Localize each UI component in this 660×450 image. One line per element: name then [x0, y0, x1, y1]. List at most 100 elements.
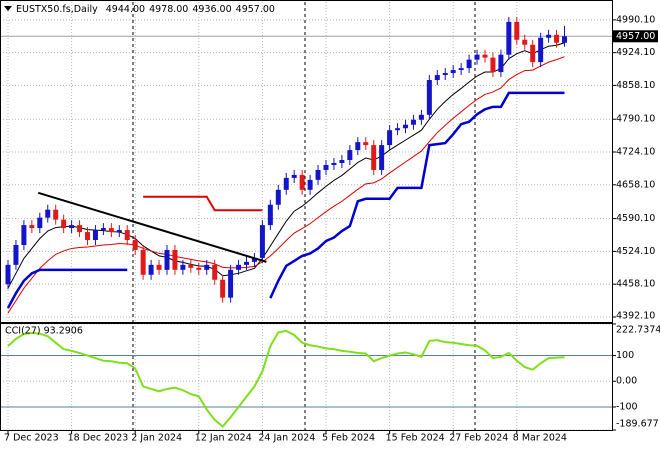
- candle-body: [379, 145, 385, 170]
- candle-body: [466, 59, 472, 69]
- candle-body: [220, 279, 226, 298]
- candle-body: [299, 174, 305, 190]
- x-tick-label: 24 Jan 2024: [258, 433, 315, 444]
- candle-body: [450, 70, 456, 74]
- candle-body: [546, 34, 552, 38]
- candle-body: [347, 150, 353, 161]
- indicator-line: [6, 268, 128, 309]
- candle-body: [283, 177, 289, 190]
- header-text: 4978.00: [149, 4, 188, 15]
- last-price-box: [612, 30, 658, 43]
- y-tick-label: 0.00: [616, 376, 637, 387]
- y-tick-label: 4458.10: [616, 279, 655, 290]
- indicator-line: [7, 56, 565, 314]
- candle-body: [291, 174, 297, 178]
- candle-body: [5, 264, 11, 285]
- candle-body: [267, 204, 273, 226]
- x-tick-label: 27 Feb 2024: [449, 433, 508, 444]
- candle-body: [514, 21, 520, 40]
- last-price-label: 4957.00: [616, 31, 655, 42]
- cci-frame: [0, 323, 613, 431]
- y-tick-label: -189.6771: [616, 419, 660, 430]
- candle-body: [188, 264, 194, 268]
- candle-body: [554, 34, 560, 43]
- candle-body: [506, 21, 512, 55]
- candle-body: [307, 179, 313, 190]
- candle-body: [410, 119, 416, 125]
- candle-body: [474, 54, 480, 60]
- candle-body: [259, 225, 265, 258]
- y-tick-label: 4524.10: [616, 246, 655, 257]
- candle-body: [530, 44, 536, 63]
- candle-body: [29, 225, 35, 229]
- candle-body: [275, 189, 281, 205]
- candle-body: [156, 264, 162, 270]
- candle-body: [418, 114, 424, 120]
- y-tick-label: 222.7374: [616, 325, 660, 336]
- candle-body: [196, 267, 202, 270]
- candle-body: [108, 228, 114, 233]
- candle-body: [339, 160, 345, 163]
- main-frame: [0, 0, 613, 323]
- candle-body: [498, 54, 504, 73]
- candle-body: [116, 230, 122, 233]
- candle-body: [442, 73, 448, 76]
- candle-body: [395, 128, 401, 131]
- candle-body: [61, 219, 67, 229]
- candle-body: [355, 142, 361, 151]
- header-text: 4936.00: [192, 4, 231, 15]
- indicator-line: [7, 42, 565, 289]
- cci-line: [7, 329, 565, 428]
- x-tick-label: 8 Mar 2024: [513, 433, 567, 444]
- candle-body: [13, 244, 19, 265]
- candle-body: [538, 37, 544, 63]
- candle-body: [403, 124, 408, 129]
- candle-body: [172, 249, 178, 270]
- candle-body: [164, 249, 170, 270]
- header-text: 4957.00: [236, 4, 275, 15]
- candle-body: [323, 164, 329, 170]
- x-tick-label: 5 Feb 2024: [322, 433, 375, 444]
- y-tick-label: 4724.10: [616, 147, 655, 158]
- candle-body: [482, 54, 488, 58]
- candle-body: [228, 269, 234, 298]
- candle-body: [426, 80, 432, 115]
- y-tick-label: 4392.10: [616, 311, 655, 322]
- y-tick-label: 4858.10: [616, 80, 655, 91]
- candle-body: [124, 230, 130, 241]
- candle-body: [458, 68, 464, 71]
- candle-body: [331, 162, 337, 165]
- y-tick-label: 4658.10: [616, 179, 655, 190]
- indicator-line: [143, 195, 263, 212]
- candle-body: [434, 75, 440, 81]
- x-tick-label: 12 Jan 2024: [195, 433, 252, 444]
- candle-body: [92, 230, 98, 241]
- indicator-title: CCI(27) 93.2906: [5, 326, 83, 337]
- y-tick-label: -100: [616, 401, 638, 412]
- x-tick-label: 15 Feb 2024: [386, 433, 445, 444]
- candle-body: [77, 225, 83, 233]
- header-text: EUSTX50.fs,Daily: [16, 4, 98, 15]
- x-tick-label: 18 Dec 2023: [68, 433, 129, 444]
- candle-body: [522, 39, 528, 45]
- candle-body: [204, 264, 210, 270]
- candle-body: [69, 225, 75, 229]
- y-tick-label: 4790.10: [616, 114, 655, 125]
- indicator-line: [269, 91, 565, 299]
- candle-body: [53, 209, 59, 220]
- candle-body: [140, 249, 146, 275]
- y-tick-label: 100: [616, 350, 634, 361]
- candle-body: [387, 130, 393, 146]
- candle-body: [315, 169, 321, 180]
- candle-body: [490, 57, 496, 73]
- candle-body: [37, 217, 43, 229]
- marks: [0, 16, 612, 428]
- x-tick-label: 2 Jan 2024: [131, 433, 182, 444]
- header-text: 4944.00: [106, 4, 145, 15]
- x-tick-label: 7 Dec 2023: [4, 433, 59, 444]
- chart-header: EUSTX50.fs,Daily 4944.00 4978.00 4936.00 495…: [16, 4, 275, 15]
- candle-body: [363, 142, 369, 146]
- candle-body: [148, 264, 154, 275]
